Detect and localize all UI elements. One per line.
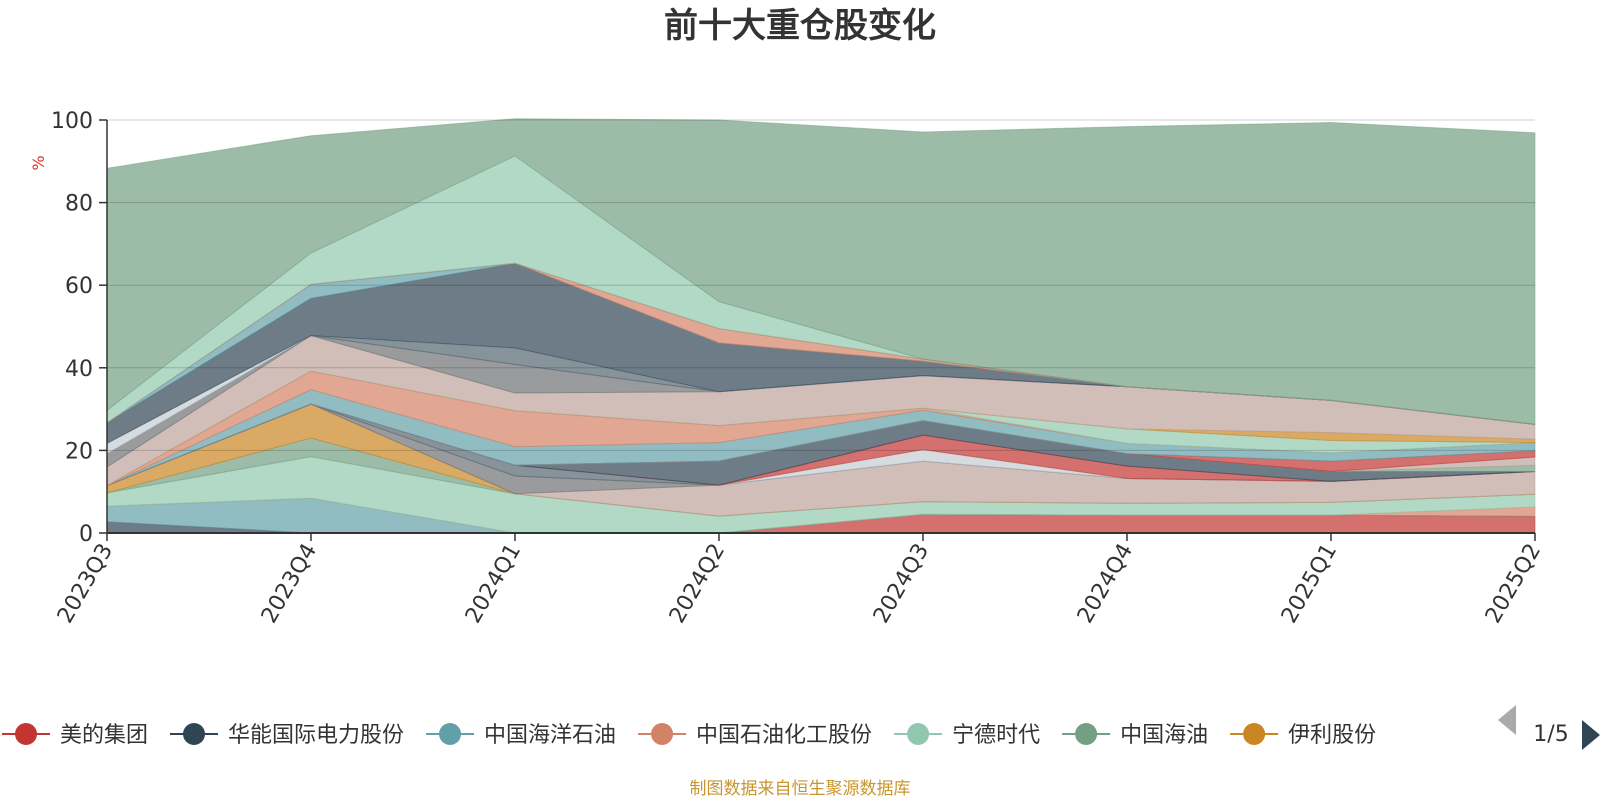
legend-item-1[interactable]: 美的集团 bbox=[2, 723, 148, 748]
y-tick-label: 100 bbox=[51, 109, 93, 134]
y-axis-unit-label: % bbox=[29, 155, 48, 170]
legend-label: 中国海洋石油 bbox=[484, 723, 616, 748]
triangle-right-icon[interactable] bbox=[1582, 720, 1600, 750]
x-tick-label: 2023Q4 bbox=[257, 540, 322, 628]
triangle-left-icon[interactable] bbox=[1498, 705, 1516, 735]
legend-label: 美的集团 bbox=[60, 723, 148, 748]
grid-lines bbox=[107, 119, 1535, 451]
x-tick-label: 2023Q3 bbox=[53, 540, 118, 628]
x-tick-label: 2024Q4 bbox=[1073, 540, 1138, 628]
legend-item-3[interactable]: 中国海洋石油 bbox=[426, 723, 616, 748]
legend-item-6[interactable]: 中国海油 bbox=[1062, 723, 1208, 748]
legend-circle-icon bbox=[651, 723, 674, 745]
legend-circle-icon bbox=[1075, 723, 1098, 745]
area-other-23 bbox=[106, 118, 1536, 425]
legend-page-indicator: 1/5 bbox=[1533, 722, 1568, 747]
legend: 美的集团 华能国际电力股份 中国海洋石油 中国石油化工股份 宁德时代 中国海油 伊利股份 bbox=[2, 723, 1376, 748]
data-source-note: 制图数据来自恒生聚源数据库 bbox=[690, 779, 911, 799]
legend-label: 宁德时代 bbox=[952, 723, 1040, 748]
legend-item-5[interactable]: 宁德时代 bbox=[894, 723, 1040, 748]
chart-title: 前十大重仓股变化 bbox=[664, 6, 936, 46]
legend-label: 中国海油 bbox=[1120, 723, 1208, 748]
legend-label: 中国石油化工股份 bbox=[696, 723, 872, 748]
y-tick-label: 40 bbox=[65, 357, 93, 382]
y-tick-label: 80 bbox=[65, 192, 93, 217]
x-tick-label: 2025Q1 bbox=[1277, 540, 1342, 628]
legend-circle-icon bbox=[183, 723, 206, 745]
legend-circle-icon bbox=[1243, 723, 1266, 745]
legend-pager: 1/5 bbox=[1498, 705, 1600, 750]
legend-item-2[interactable]: 华能国际电力股份 bbox=[170, 723, 404, 748]
x-tick-label: 2024Q1 bbox=[461, 540, 526, 628]
legend-circle-icon bbox=[439, 723, 462, 745]
y-tick-label: 0 bbox=[79, 522, 93, 547]
area-layers bbox=[106, 118, 1536, 534]
y-tick-label: 20 bbox=[65, 439, 93, 464]
x-tick-label: 2024Q2 bbox=[665, 540, 730, 628]
x-tick-label: 2025Q2 bbox=[1481, 540, 1546, 628]
legend-label: 华能国际电力股份 bbox=[228, 723, 404, 748]
y-tick-label: 60 bbox=[65, 274, 93, 299]
x-tick-label: 2024Q3 bbox=[869, 540, 934, 628]
legend-circle-icon bbox=[15, 723, 37, 745]
legend-item-4[interactable]: 中国石油化工股份 bbox=[638, 723, 872, 748]
legend-item-7[interactable]: 伊利股份 bbox=[1230, 723, 1376, 748]
legend-circle-icon bbox=[907, 723, 930, 745]
legend-label: 伊利股份 bbox=[1288, 723, 1376, 748]
